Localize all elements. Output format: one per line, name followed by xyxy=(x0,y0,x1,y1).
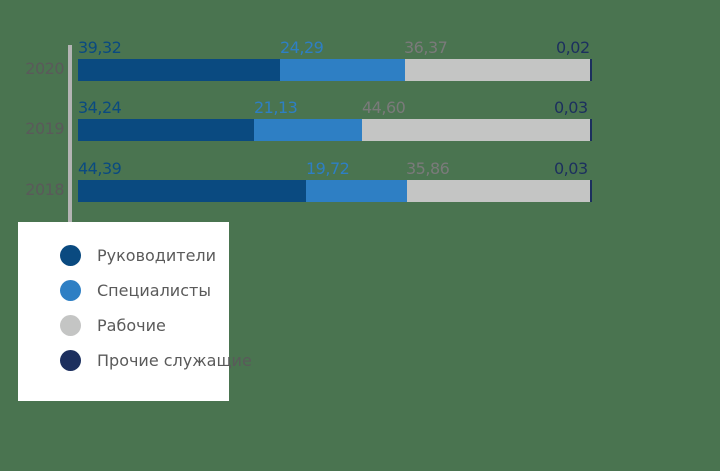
legend-label: Прочие служащие xyxy=(97,351,252,370)
segment-specialists xyxy=(254,119,362,141)
bar-2020 xyxy=(78,59,592,81)
year-label-2018: 2018 xyxy=(25,180,64,199)
value-label: 21,13 xyxy=(254,98,298,117)
segment-workers xyxy=(362,119,590,141)
value-label: 44,39 xyxy=(78,159,122,178)
year-label-2020: 2020 xyxy=(25,59,64,78)
value-label: 0,02 xyxy=(556,38,590,57)
legend-item-specialists: Специалисты xyxy=(60,280,211,301)
value-label: 39,32 xyxy=(78,38,122,57)
circle-icon xyxy=(60,350,81,371)
segment-managers xyxy=(78,119,254,141)
legend-label: Специалисты xyxy=(97,281,211,300)
value-label: 0,03 xyxy=(554,159,588,178)
circle-icon xyxy=(60,245,81,266)
value-label: 44,60 xyxy=(362,98,406,117)
segment-managers xyxy=(78,59,280,81)
segment-workers xyxy=(407,180,590,202)
segment-managers xyxy=(78,180,306,202)
circle-icon xyxy=(60,315,81,336)
circle-icon xyxy=(60,280,81,301)
legend-item-other-employees: Прочие служащие xyxy=(60,350,252,371)
value-label: 34,24 xyxy=(78,98,122,117)
legend: Руководители Специалисты Рабочие Прочие … xyxy=(18,222,252,401)
value-label: 24,29 xyxy=(280,38,324,57)
segment-specialists xyxy=(306,180,407,202)
segment-other-employees xyxy=(590,119,592,141)
legend-item-workers: Рабочие xyxy=(60,315,166,336)
legend-label: Рабочие xyxy=(97,316,166,335)
legend-label: Руководители xyxy=(97,246,217,265)
bar-2018 xyxy=(78,180,592,202)
value-label: 35,86 xyxy=(406,159,450,178)
bar-2019 xyxy=(78,119,592,141)
year-label-2019: 2019 xyxy=(25,119,64,138)
legend-item-managers: Руководители xyxy=(60,245,216,266)
value-label: 36,37 xyxy=(404,38,448,57)
segment-other-employees xyxy=(590,59,592,81)
segment-specialists xyxy=(280,59,405,81)
value-label: 0,03 xyxy=(554,98,588,117)
value-label: 19,72 xyxy=(306,159,350,178)
segment-other-employees xyxy=(590,180,592,202)
y-axis-line xyxy=(68,45,72,223)
segment-workers xyxy=(405,59,590,81)
